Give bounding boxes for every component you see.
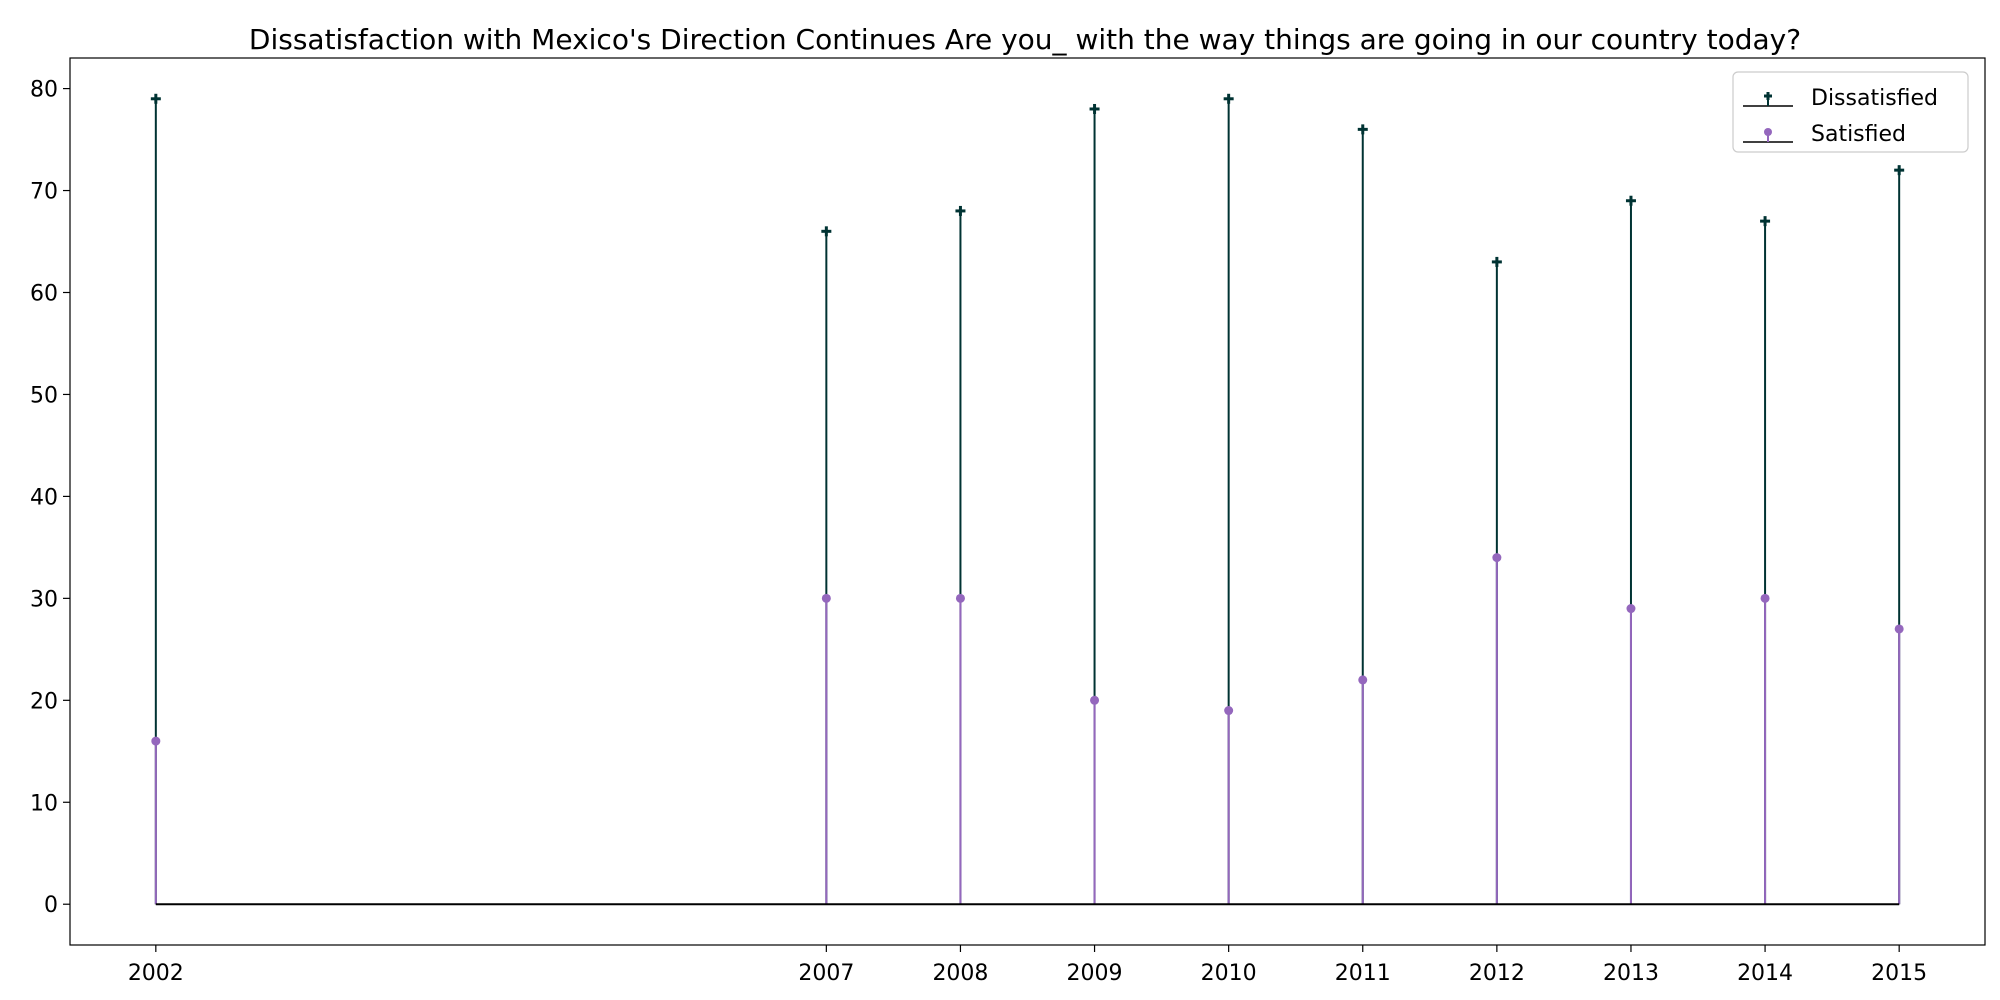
y-tick-label: 80	[30, 78, 58, 103]
satisfied-marker	[1894, 624, 1904, 634]
satisfied-marker	[1358, 675, 1368, 685]
x-tick-label: 2011	[1335, 961, 1391, 986]
x-tick-label: 2007	[798, 961, 854, 986]
dissatisfied-marker	[1760, 216, 1771, 227]
legend: Dissatisfied Satisfied	[1732, 71, 1969, 153]
legend-circle-marker	[1764, 128, 1772, 136]
satisfied-marker	[955, 593, 965, 603]
chart-title: Dissatisfaction with Mexico's Direction …	[249, 23, 1801, 56]
dissatisfied-marker	[1491, 256, 1502, 267]
satisfied-marker	[1626, 604, 1636, 614]
dissatisfied-marker	[955, 205, 966, 216]
y-tick-label: 50	[30, 383, 58, 408]
dissatisfied-marker	[150, 93, 161, 104]
satisfied-marker	[151, 736, 161, 746]
y-tick-label: 60	[30, 281, 58, 306]
dissatisfied-marker	[1357, 124, 1368, 135]
plot-area	[150, 93, 1905, 906]
y-tick-label: 70	[30, 180, 58, 205]
dissatisfied-marker	[1089, 103, 1100, 114]
x-tick-label: 2002	[128, 961, 184, 986]
x-tick-label: 2012	[1469, 961, 1525, 986]
x-tick-label: 2013	[1603, 961, 1659, 986]
y-tick-label: 0	[44, 893, 58, 918]
x-tick-label: 2015	[1871, 961, 1927, 986]
axes: 0 10 20 30 40 50 60 70 80 2002 2007 2008 2009 2010 201…	[30, 57, 1986, 986]
dissatisfied-marker	[1625, 195, 1636, 206]
dissatisfied-marker	[821, 226, 832, 237]
x-tick-label: 2008	[932, 961, 988, 986]
y-tick-label: 40	[30, 485, 58, 510]
satisfied-marker	[1090, 695, 1100, 705]
x-tick-label: 2014	[1737, 961, 1793, 986]
satisfied-marker	[821, 593, 831, 603]
y-tick-label: 30	[30, 587, 58, 612]
satisfied-marker	[1760, 593, 1770, 603]
dissatisfied-marker	[1894, 165, 1905, 176]
y-tick-label: 20	[30, 689, 58, 714]
x-tick-label: 2010	[1201, 961, 1257, 986]
y-tick-label: 10	[30, 791, 58, 816]
axes-frame	[69, 57, 1986, 946]
legend-label: Dissatisfied	[1811, 86, 1938, 111]
x-tick-label: 2009	[1067, 961, 1123, 986]
legend-label: Satisfied	[1811, 122, 1906, 147]
legend-box	[1732, 71, 1969, 153]
satisfied-marker	[1492, 553, 1502, 563]
dissatisfied-marker	[1223, 93, 1234, 104]
satisfied-marker	[1224, 706, 1234, 716]
